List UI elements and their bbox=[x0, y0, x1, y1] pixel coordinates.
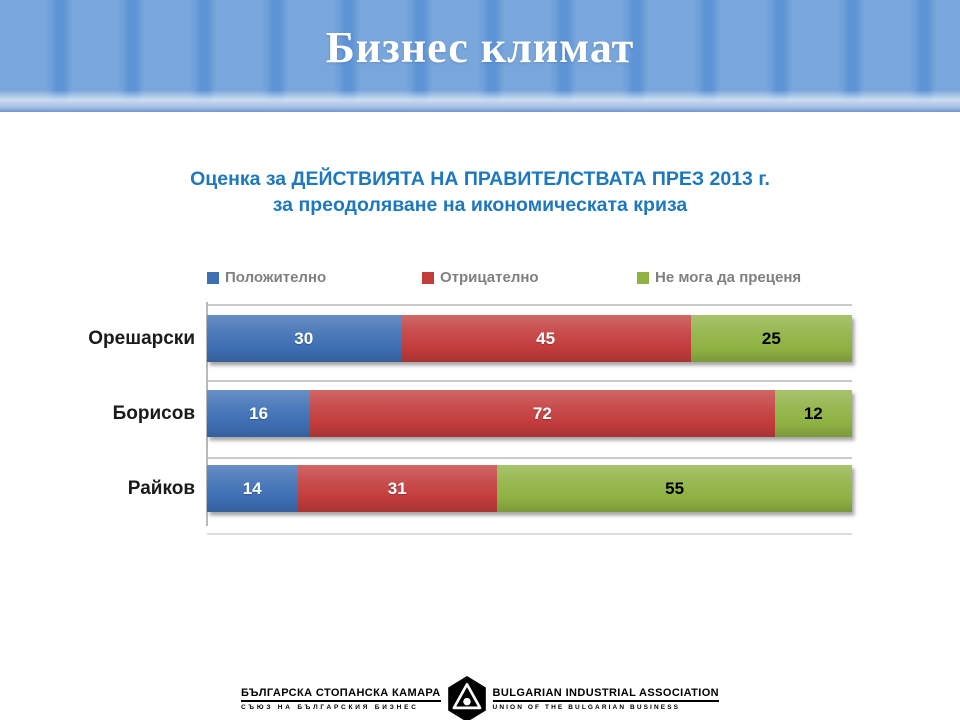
gridline bbox=[207, 457, 852, 459]
footer: БЪЛГАРСКА СТОПАНСКА КАМАРА СЪЮЗ НА БЪЛГА… bbox=[0, 676, 960, 720]
legend-label: Положително bbox=[225, 269, 327, 286]
chart-title-line-1: Оценка за ДЕЙСТВИЯТА НА ПРАВИТЕЛСТВАТА П… bbox=[190, 168, 770, 190]
bar-stack: 30 45 25 bbox=[207, 315, 852, 362]
bia-hexagon-logo-icon bbox=[447, 676, 486, 720]
slide-header: Бизнес климат bbox=[0, 0, 960, 112]
bar-segment: 31 bbox=[297, 465, 498, 512]
bar-stack: 14 31 55 bbox=[207, 465, 852, 512]
bar-segment: 45 bbox=[400, 315, 691, 362]
bar-stack: 16 72 12 bbox=[207, 390, 852, 437]
footer-right-title: BULGARIAN INDUSTRIAL ASSOCIATION bbox=[492, 687, 720, 702]
bar-segment: 16 bbox=[207, 390, 311, 437]
footer-right-block: BULGARIAN INDUSTRIAL ASSOCIATION UNION O… bbox=[492, 687, 720, 711]
bar-segment: 55 bbox=[497, 465, 852, 512]
category-label: Райков bbox=[127, 477, 195, 499]
legend-item: Не мога да преценя bbox=[637, 269, 852, 286]
chart-plot-area: Орешарски 30 45 25 Борисов 16 72 12 Райков 14 31 55 bbox=[40, 300, 852, 536]
bar-row: Орешарски 30 45 25 bbox=[40, 315, 852, 362]
legend-item: Отрицателно bbox=[422, 269, 637, 286]
chart-legend: Положително Отрицателно Не мога да преценя bbox=[207, 269, 852, 286]
slide-title: Бизнес климат bbox=[325, 22, 635, 72]
footer-right-subtitle: UNION OF THE BULGARIAN BUSINESS bbox=[492, 704, 681, 711]
bar-segment: 12 bbox=[774, 390, 852, 437]
chart-title: Оценка за ДЕЙСТВИЯТА НА ПРАВИТЕЛСТВАТА П… bbox=[0, 166, 960, 218]
category-label: Борисов bbox=[112, 402, 195, 424]
legend-swatch-icon bbox=[637, 271, 649, 284]
legend-swatch-icon bbox=[422, 271, 434, 284]
bar-row: Борисов 16 72 12 bbox=[40, 390, 852, 437]
footer-left-subtitle: СЪЮЗ НА БЪЛГАРСКИЯ БИЗНЕС bbox=[240, 704, 419, 711]
footer-left-title: БЪЛГАРСКА СТОПАНСКА КАМАРА bbox=[240, 687, 441, 702]
legend-label: Отрицателно bbox=[440, 269, 539, 286]
bar-segment: 25 bbox=[690, 315, 852, 362]
bar-row: Райков 14 31 55 bbox=[40, 465, 852, 512]
gridline bbox=[207, 380, 852, 382]
bar-segment: 30 bbox=[207, 315, 401, 362]
chart-title-line-2: за преодоляване на икономическата криза bbox=[272, 194, 688, 216]
gridline bbox=[207, 304, 852, 306]
legend-swatch-icon bbox=[207, 271, 219, 284]
bar-segment: 72 bbox=[310, 390, 775, 437]
bar-rows: Орешарски 30 45 25 Борисов 16 72 12 Райков 14 31 55 bbox=[40, 315, 852, 540]
legend-label: Не мога да преценя bbox=[655, 269, 802, 286]
legend-item: Положително bbox=[207, 269, 422, 286]
bar-segment: 14 bbox=[207, 465, 298, 512]
gridline bbox=[207, 533, 852, 535]
footer-left-block: БЪЛГАРСКА СТОПАНСКА КАМАРА СЪЮЗ НА БЪЛГА… bbox=[240, 687, 441, 711]
category-label: Орешарски bbox=[88, 327, 195, 349]
